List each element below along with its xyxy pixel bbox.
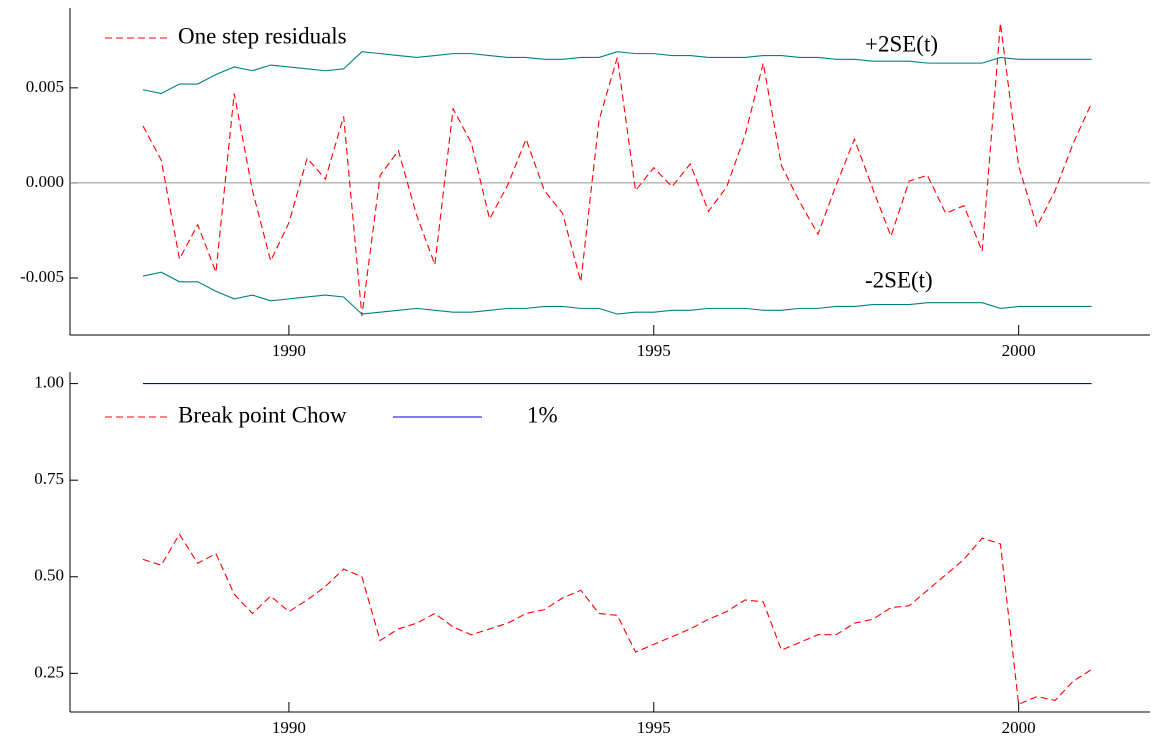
x-tick-label: 1990 [272, 341, 306, 360]
series-line [142, 271, 1092, 315]
y-tick-label: 0.25 [34, 662, 64, 681]
series-line [142, 533, 1092, 706]
y-tick-label: 1.00 [34, 372, 64, 391]
series-line [142, 51, 1092, 95]
series-annotation: -2SE(t) [865, 267, 933, 292]
series-line [142, 23, 1093, 317]
y-tick-label: 0.005 [26, 77, 64, 96]
x-tick-label: 2000 [1002, 718, 1036, 737]
legend-label: One step residuals [178, 23, 347, 48]
y-tick-label: 0.000 [26, 172, 64, 191]
series-annotation: +2SE(t) [865, 31, 938, 56]
x-tick-label: 1990 [272, 718, 306, 737]
y-tick-label: 0.50 [34, 566, 64, 585]
x-tick-label: 2000 [1002, 341, 1036, 360]
x-tick-label: 1995 [637, 341, 671, 360]
x-tick-label: 1995 [637, 718, 671, 737]
y-tick-label: -0.005 [20, 267, 64, 286]
legend-label: Break point Chow [178, 402, 347, 427]
legend-label: 1% [527, 402, 558, 427]
y-tick-label: 0.75 [34, 469, 64, 488]
